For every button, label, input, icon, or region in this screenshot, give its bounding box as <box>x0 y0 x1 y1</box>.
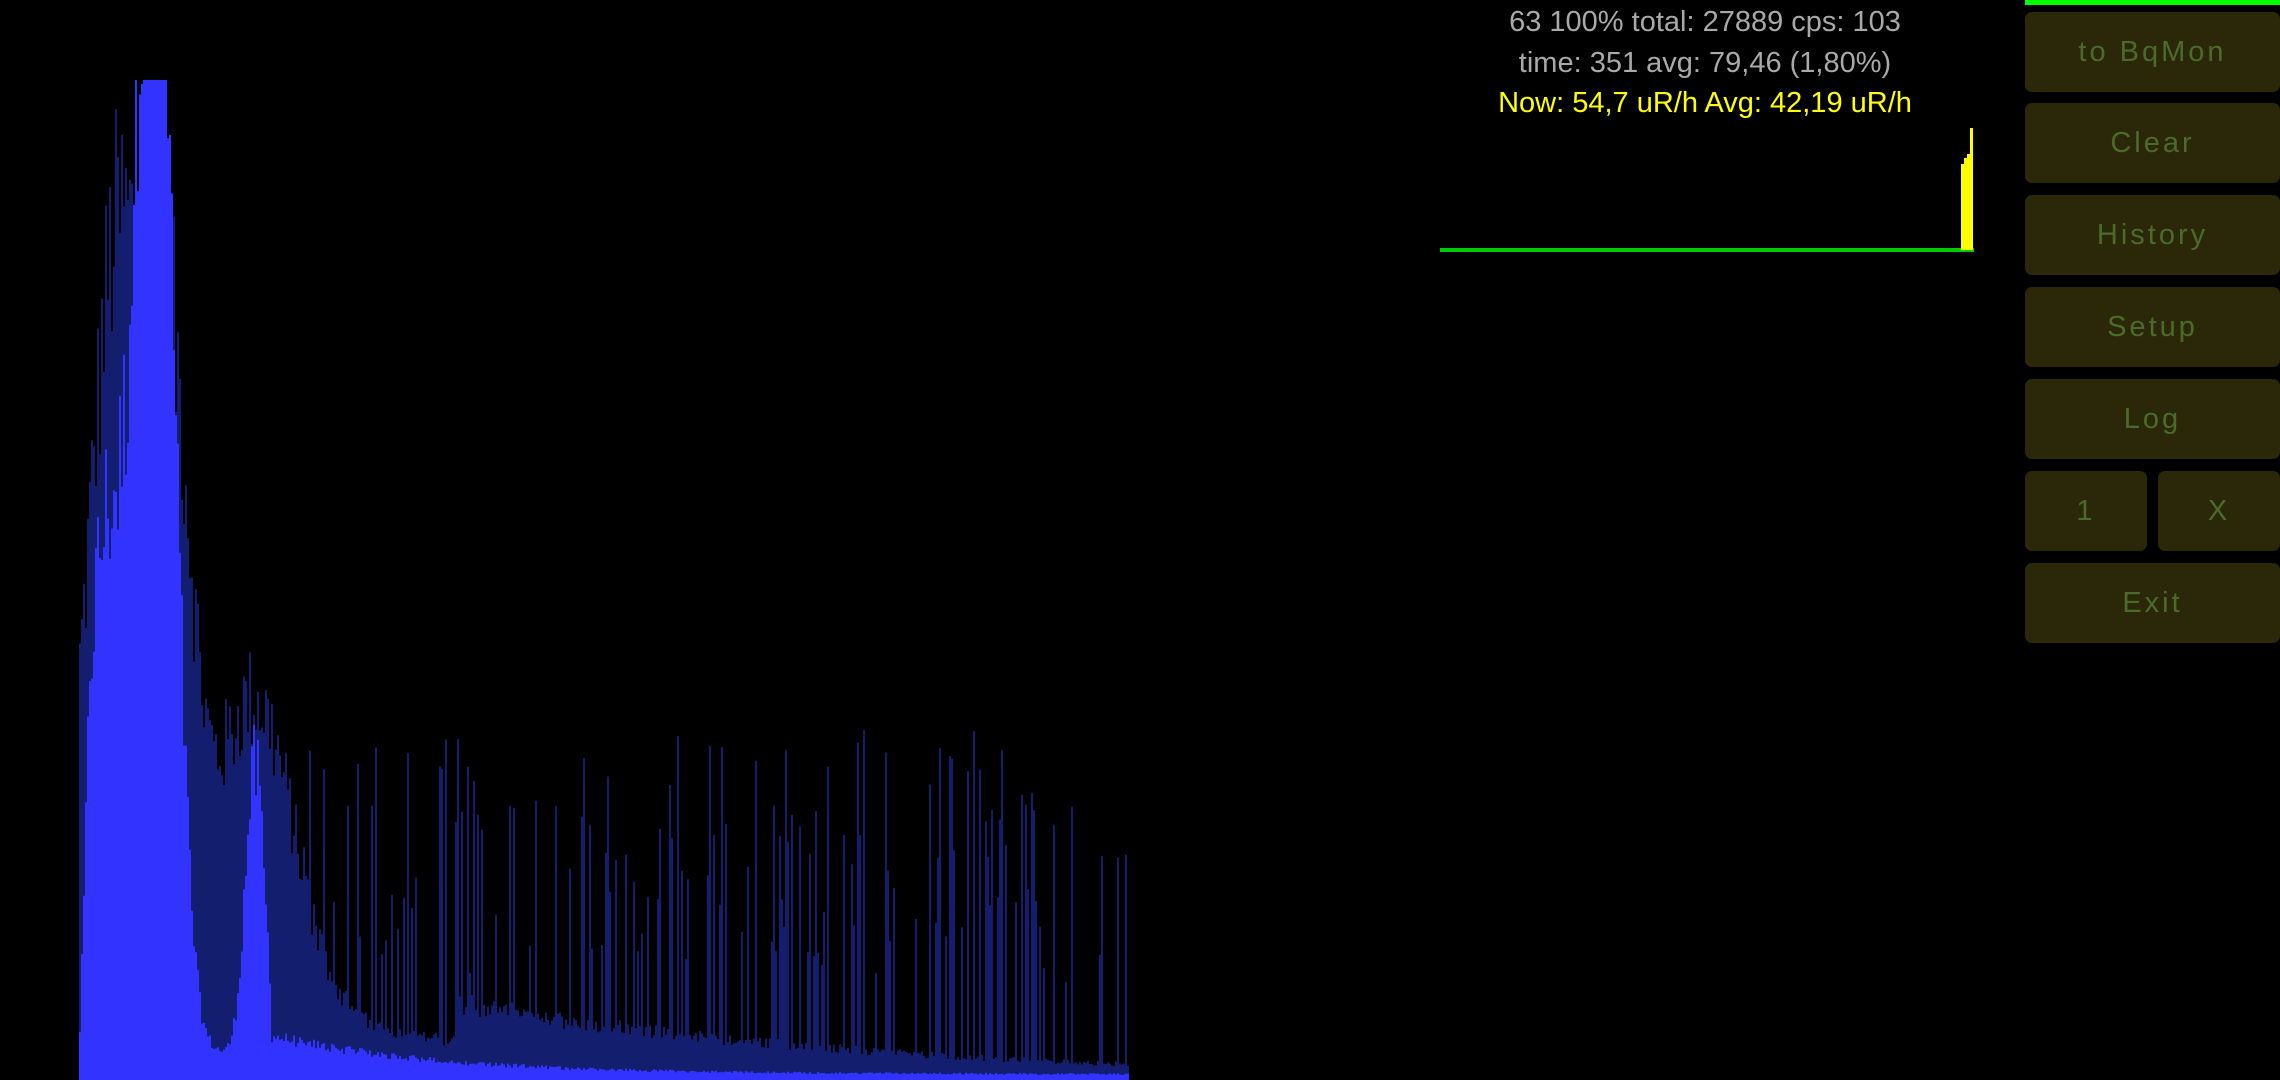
counts-stats-line: 63 100% total: 27889 cps: 103 <box>1509 6 1901 38</box>
clear-button[interactable]: Clear <box>2025 103 2280 183</box>
background-spectrum <box>79 109 1129 1080</box>
progress-fill <box>2025 0 2280 5</box>
background-spectrum-bars <box>79 109 1129 1080</box>
history-button[interactable]: History <box>2025 195 2280 275</box>
setup-button[interactable]: Setup <box>2025 287 2280 367</box>
time-stats-line: time: 351 avg: 79,46 (1,80%) <box>1518 47 1892 79</box>
dose-bar-3 <box>1967 154 1970 250</box>
dose-bar-1 <box>1961 164 1964 250</box>
log-button[interactable]: Log <box>2025 379 2280 459</box>
dose-bar-4 <box>1970 128 1973 250</box>
dose-rate-line: Now: 54,7 uR/h Avg: 42,19 uR/h <box>1498 87 1912 119</box>
dose-history-graph <box>1440 128 1974 252</box>
one-button[interactable]: 1 <box>2025 471 2147 551</box>
x-button[interactable]: X <box>2158 471 2280 551</box>
current-spectrum <box>79 80 1129 1080</box>
dose-bar-2 <box>1964 158 1967 250</box>
spectrum-histogram <box>79 80 1129 1080</box>
current-spectrum-bars <box>79 80 1129 1080</box>
exit-button[interactable]: Exit <box>2025 563 2280 643</box>
to-bqmon-button[interactable]: to BqMon <box>2025 12 2280 92</box>
progress-bar <box>2025 0 2280 5</box>
